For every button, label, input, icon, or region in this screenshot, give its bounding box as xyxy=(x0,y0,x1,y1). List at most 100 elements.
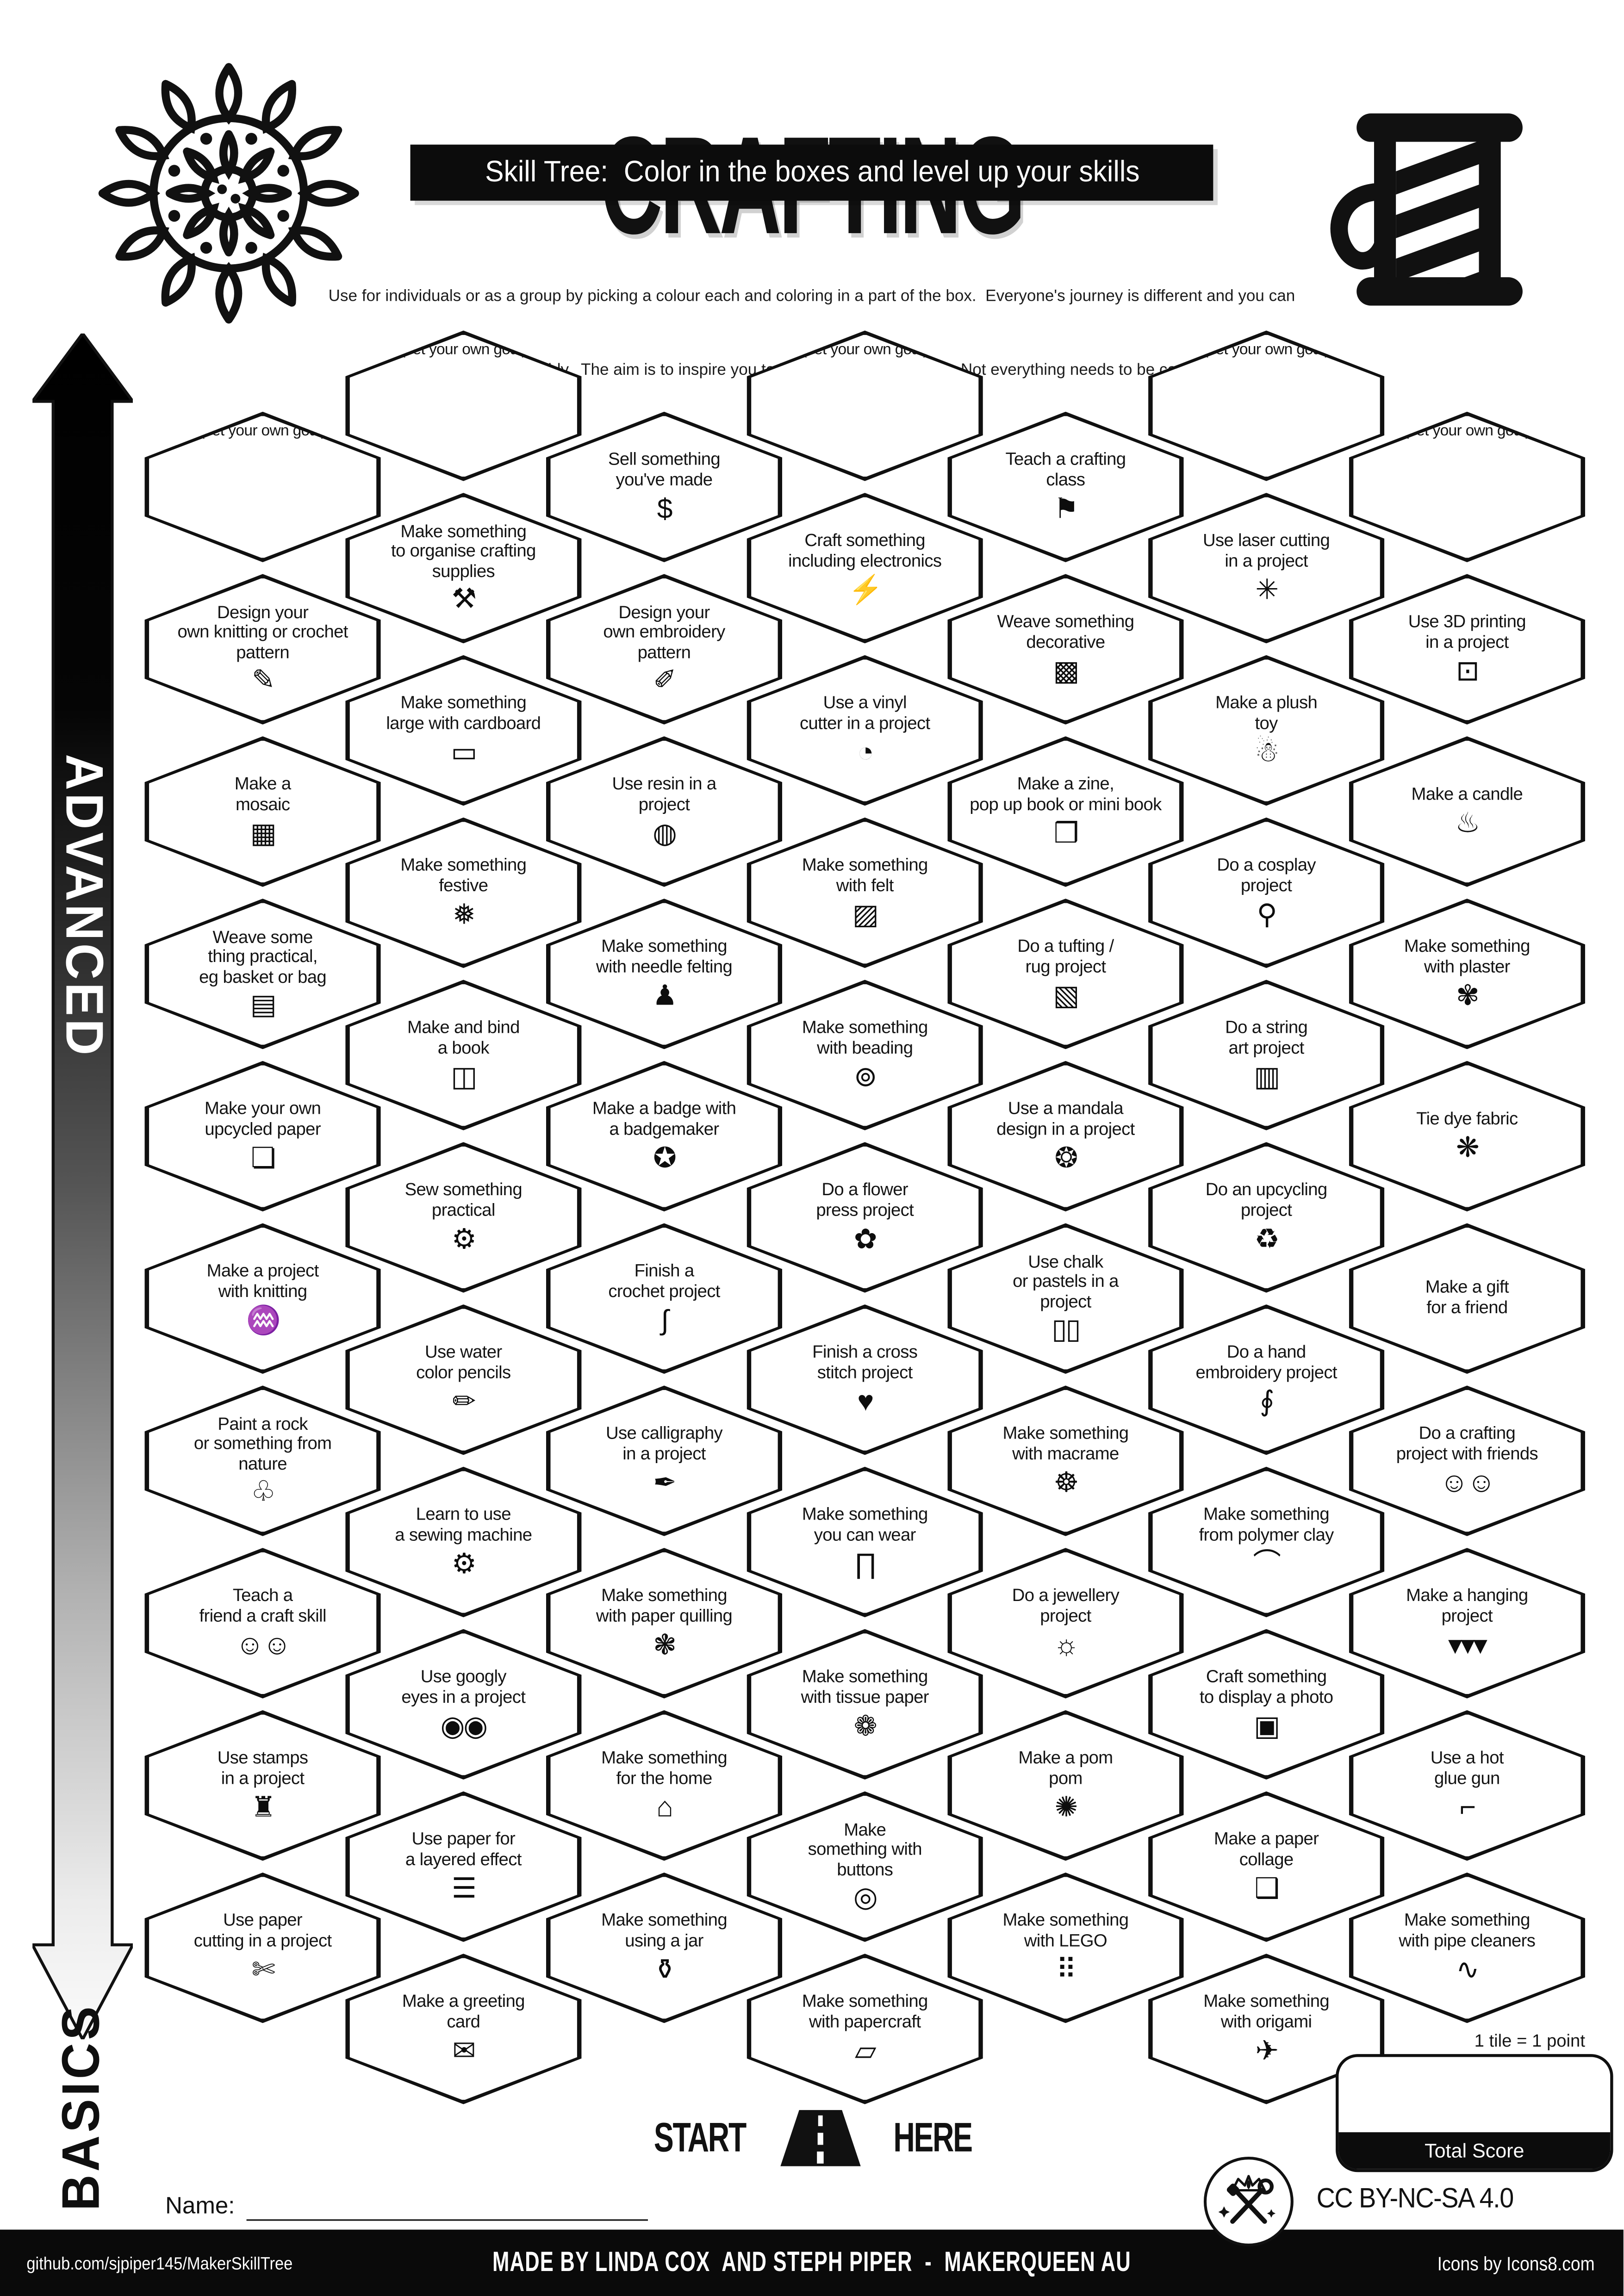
name-input-line[interactable] xyxy=(246,2193,648,2221)
chalk-sticks-icon: ▯▯ xyxy=(1052,1315,1081,1347)
photo-frame-icon: ▣ xyxy=(1254,1711,1280,1742)
hex-label: Make something with papercraft xyxy=(802,1991,928,2032)
hex-label: Use chalk or pastels in a project xyxy=(1013,1251,1119,1312)
hex-knitting-project[interactable]: Make a project with knitting ♒ xyxy=(144,1223,381,1374)
makerqueen-badge-icon xyxy=(1201,2154,1296,2249)
zine-book-icon: ❒ xyxy=(1053,818,1079,850)
mandala-small-icon: ❂ xyxy=(1054,1143,1078,1174)
knitting-icon: ♒ xyxy=(246,1305,280,1336)
rug-icon: ▧ xyxy=(1053,980,1079,1012)
pencil-icon: ✏ xyxy=(452,1386,476,1418)
layered-paper-icon: ☰ xyxy=(451,1873,477,1905)
money-bag-icon: $ xyxy=(657,493,673,525)
hex-label: Make a paper collage xyxy=(1213,1829,1319,1870)
hex-label: Use laser cutting in a project xyxy=(1203,530,1330,571)
calligraphy-pen-icon: ✒ xyxy=(653,1467,677,1499)
arrow-shape xyxy=(29,331,136,2042)
hex-label: Paint a rock or something from nature xyxy=(193,1413,332,1474)
bunting-icon: ▾▾▾ xyxy=(1448,1630,1487,1661)
hex-upcycled-paper[interactable]: Make your own upcycled paper ❏ xyxy=(144,1061,381,1212)
start-label: START xyxy=(653,2114,747,2160)
papercraft-icon: ▱ xyxy=(855,2035,877,2067)
hex-label: Use paper for a layered effect xyxy=(405,1829,522,1870)
hex-label: Teach a friend a craft skill xyxy=(199,1585,326,1626)
hex-label: Do a crafting project with friends xyxy=(1396,1423,1538,1464)
hex-label: Make a project with knitting xyxy=(206,1260,319,1302)
presenter-icon: ⚑ xyxy=(1053,493,1079,525)
statue-icon: ✾ xyxy=(1456,980,1480,1012)
googly-eyes-icon: ◉◉ xyxy=(440,1711,488,1742)
mandala-logo-icon xyxy=(94,59,363,328)
greeting-card-icon: ✉ xyxy=(452,2035,476,2067)
hex-label: Weave something decorative xyxy=(997,611,1134,652)
hex-label: Tie dye fabric xyxy=(1416,1108,1518,1129)
hex-stamps[interactable]: Use stamps in a project ♜ xyxy=(144,1710,381,1861)
hex-label: Use a vinyl cutter in a project xyxy=(800,693,930,733)
hex-label: Make something from polymer clay xyxy=(1199,1504,1334,1545)
hex-label: Make something for the home xyxy=(601,1748,728,1789)
dress-form-icon: ⚲ xyxy=(1257,899,1277,931)
hex-label: (set your own goal) xyxy=(1404,422,1531,440)
hex-label: Make a hanging project xyxy=(1406,1585,1528,1626)
candle-icon: ♨ xyxy=(1455,808,1480,839)
bauble-icon: ❅ xyxy=(452,899,476,931)
home-icon: ⌂ xyxy=(656,1792,673,1824)
hex-label: Make something with LEGO xyxy=(1002,1910,1129,1951)
hex-paper-cutting[interactable]: Use paper cutting in a project ✄ xyxy=(144,1872,381,2023)
hex-mosaic[interactable]: Make a mosaic ▦ xyxy=(144,736,381,887)
hex-label: Make a gift for a friend xyxy=(1425,1277,1509,1318)
organiser-icon: ⚒ xyxy=(451,584,477,616)
sewing-machine-icon: ⚙ xyxy=(451,1224,477,1255)
quilling-spiral-icon: ❃ xyxy=(653,1630,677,1661)
stitch-heart-icon: ♥ xyxy=(857,1386,874,1418)
yarn-spool-icon xyxy=(1307,100,1549,319)
hex-label: Make something with beading xyxy=(802,1017,928,1058)
friends-crafting-icon: ☺☺ xyxy=(1440,1467,1496,1499)
box-cutter-icon: ✄ xyxy=(251,1954,275,1986)
hex-label: Design your own knitting or crochet patt… xyxy=(177,602,348,663)
hex-label: Make something using a jar xyxy=(601,1910,728,1951)
hex-label: Use calligraphy in a project xyxy=(605,1423,723,1464)
stamp-icon: ♜ xyxy=(251,1792,276,1824)
hex-label: Learn to use a sewing machine xyxy=(395,1504,532,1545)
intro-line-1: Use for individuals or as a group by pic… xyxy=(328,287,1295,306)
button-icon: ◎ xyxy=(853,1883,878,1915)
friends-crafting-icon: ☺☺ xyxy=(235,1630,292,1661)
collage-icon: ❑ xyxy=(1254,1873,1280,1905)
pendant-icon: ☼ xyxy=(1053,1630,1079,1661)
hex-label: Make something with origami xyxy=(1203,1991,1330,2032)
cardboard-icon: ▭ xyxy=(451,737,477,769)
book-icon: ◫ xyxy=(451,1061,477,1093)
lotus-icon: ❁ xyxy=(853,1711,877,1742)
crochet-hook-icon: ∫ xyxy=(661,1305,669,1336)
hex-goal-a[interactable]: (set your own goal) xyxy=(144,411,381,563)
hex-label: Make a greeting card xyxy=(402,1991,525,2032)
hex-label: Craft something including electronics xyxy=(788,530,942,571)
hex-label: Do a hand embroidery project xyxy=(1195,1342,1337,1383)
hex-label: Make something with macrame xyxy=(1002,1423,1129,1464)
hex-label: Make something with plaster xyxy=(1404,936,1531,977)
footer-credits: MADE BY LINDA COX AND STEPH PIPER - MAKE… xyxy=(492,2246,1131,2278)
hex-label: Do a tufting / rug project xyxy=(1017,936,1114,977)
flower-icon: ✿ xyxy=(853,1224,877,1255)
hex-knit-pattern[interactable]: Design your own knitting or crochet patt… xyxy=(144,574,381,725)
hex-label: Make a zine, pop up book or mini book xyxy=(970,774,1162,815)
name-label: Name: xyxy=(165,2194,235,2220)
score-entry-area[interactable] xyxy=(1338,2057,1610,2132)
hex-weave-basket[interactable]: Weave some thing practical, eg basket or… xyxy=(144,899,381,1049)
hex-teach-friend[interactable]: Teach a friend a craft skill ☺☺ xyxy=(144,1548,381,1699)
hex-label: Use water color pencils xyxy=(416,1342,511,1383)
hex-label: Sew something practical xyxy=(404,1179,523,1221)
hex-label: Use resin in a project xyxy=(612,774,716,815)
pattern-sketch-icon: ✎ xyxy=(251,666,275,697)
hex-label: Do a cosplay project xyxy=(1217,855,1316,896)
laser-icon: ✳ xyxy=(1255,575,1279,606)
pants-icon: ∏ xyxy=(854,1549,877,1580)
license-text: CC BY-NC-SA 4.0 xyxy=(1316,2184,1514,2215)
hex-paint-rock[interactable]: Paint a rock or something from nature ♧ xyxy=(144,1385,381,1536)
hex-label: Make your own upcycled paper xyxy=(205,1098,321,1139)
hex-label: Make something with tissue paper xyxy=(801,1666,929,1707)
hex-label: (set your own goal) xyxy=(400,341,527,359)
